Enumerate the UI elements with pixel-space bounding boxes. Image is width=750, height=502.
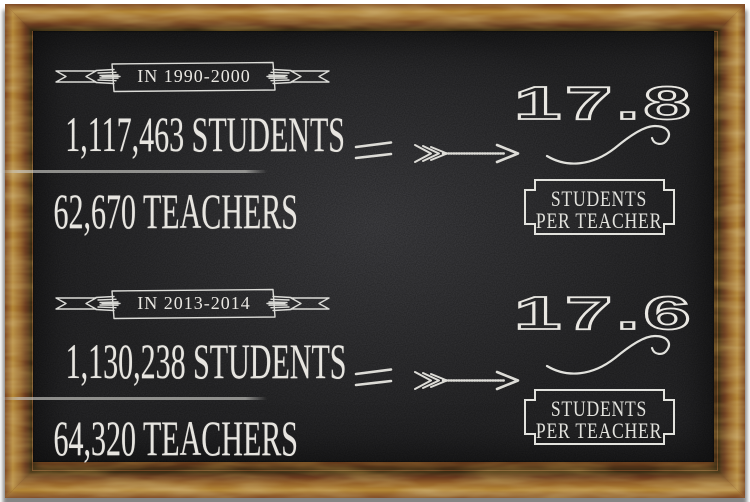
svg-text:PER TEACHER: PER TEACHER: [536, 419, 662, 443]
svg-text:IN 2013-2014: IN 2013-2014: [137, 293, 251, 313]
svg-text:STUDENTS: STUDENTS: [551, 397, 647, 421]
svg-text:PER TEACHER: PER TEACHER: [536, 209, 662, 233]
svg-text:STUDENTS: STUDENTS: [551, 187, 647, 211]
svg-text:IN 1990-2000: IN 1990-2000: [137, 66, 251, 86]
